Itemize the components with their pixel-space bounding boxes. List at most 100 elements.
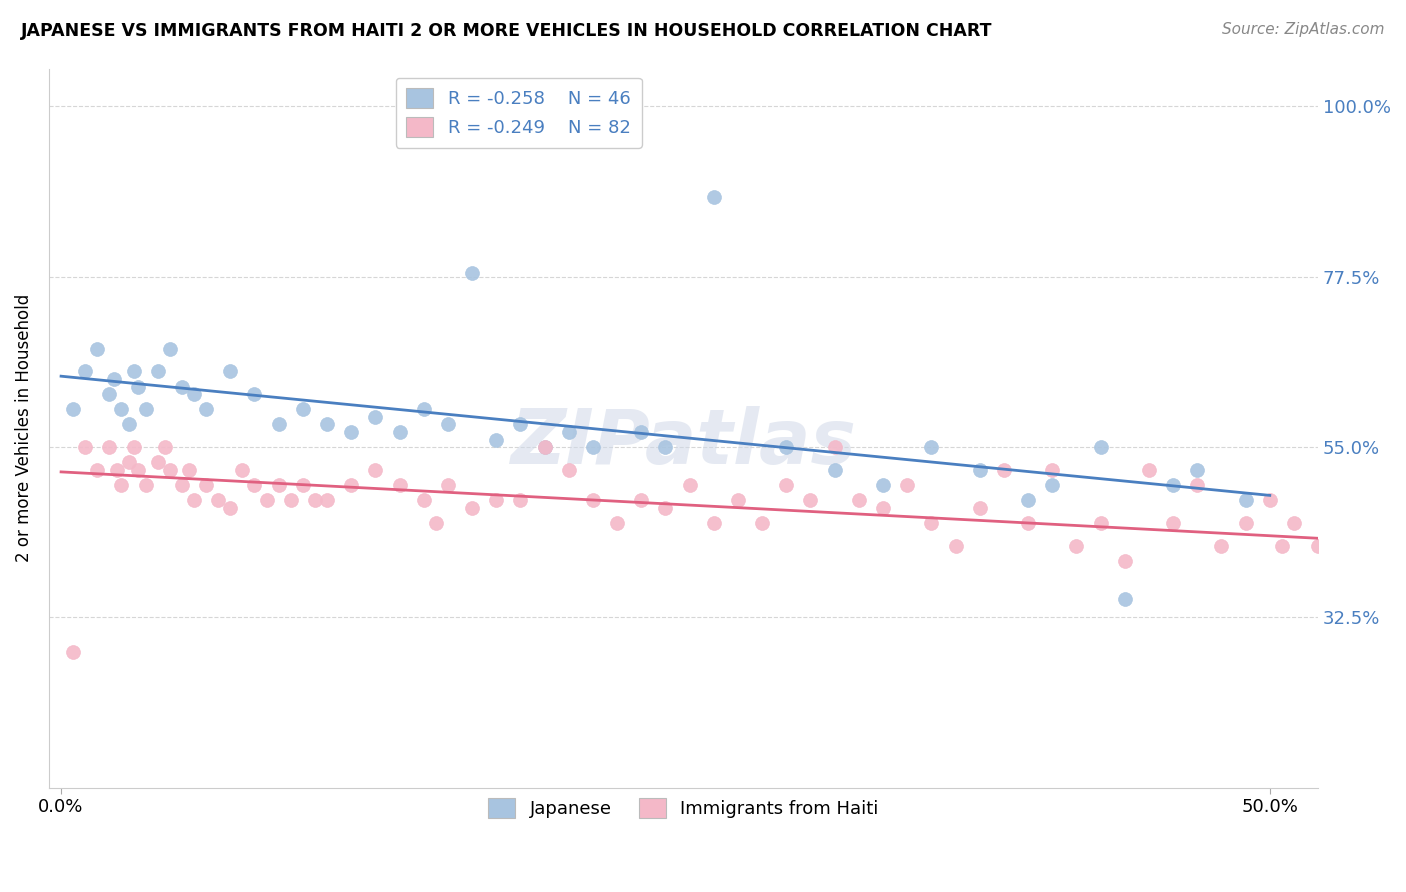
Point	[207, 493, 229, 508]
Point	[678, 478, 700, 492]
Point	[122, 440, 145, 454]
Point	[1066, 539, 1088, 553]
Point	[1187, 463, 1209, 477]
Point	[1090, 516, 1112, 530]
Point	[1271, 539, 1294, 553]
Point	[920, 440, 942, 454]
Point	[896, 478, 918, 492]
Point	[1403, 516, 1406, 530]
Point	[969, 463, 991, 477]
Point	[1379, 531, 1402, 545]
Point	[159, 342, 181, 356]
Point	[388, 425, 411, 439]
Point	[280, 493, 302, 508]
Point	[824, 440, 846, 454]
Point	[557, 463, 579, 477]
Point	[1161, 516, 1184, 530]
Legend: Japanese, Immigrants from Haiti: Japanese, Immigrants from Haiti	[481, 791, 886, 826]
Point	[1234, 493, 1257, 508]
Point	[170, 478, 193, 492]
Point	[122, 364, 145, 378]
Point	[1017, 516, 1039, 530]
Point	[62, 644, 84, 658]
Point	[135, 402, 157, 417]
Point	[437, 478, 460, 492]
Point	[1017, 493, 1039, 508]
Point	[630, 493, 652, 508]
Point	[1308, 539, 1330, 553]
Point	[1114, 591, 1136, 606]
Point	[243, 478, 266, 492]
Y-axis label: 2 or more Vehicles in Household: 2 or more Vehicles in Household	[15, 294, 32, 562]
Point	[316, 493, 339, 508]
Point	[75, 440, 97, 454]
Point	[291, 402, 314, 417]
Point	[103, 372, 125, 386]
Point	[872, 478, 894, 492]
Point	[304, 493, 326, 508]
Point	[256, 493, 278, 508]
Point	[195, 402, 218, 417]
Point	[533, 440, 555, 454]
Point	[1234, 516, 1257, 530]
Point	[509, 417, 531, 432]
Point	[105, 463, 128, 477]
Point	[703, 516, 725, 530]
Point	[146, 364, 169, 378]
Point	[993, 463, 1015, 477]
Point	[824, 463, 846, 477]
Point	[945, 539, 967, 553]
Point	[179, 463, 201, 477]
Point	[1161, 478, 1184, 492]
Point	[98, 440, 121, 454]
Point	[1258, 493, 1281, 508]
Point	[118, 455, 141, 469]
Point	[437, 417, 460, 432]
Point	[1114, 554, 1136, 568]
Text: Source: ZipAtlas.com: Source: ZipAtlas.com	[1222, 22, 1385, 37]
Point	[388, 478, 411, 492]
Point	[364, 463, 387, 477]
Point	[461, 266, 484, 280]
Point	[775, 478, 797, 492]
Point	[412, 493, 434, 508]
Point	[127, 379, 149, 393]
Point	[582, 440, 605, 454]
Point	[219, 364, 242, 378]
Point	[195, 478, 218, 492]
Point	[86, 463, 108, 477]
Point	[62, 402, 84, 417]
Point	[775, 440, 797, 454]
Point	[485, 493, 508, 508]
Point	[183, 493, 205, 508]
Point	[316, 417, 339, 432]
Point	[1040, 478, 1063, 492]
Point	[118, 417, 141, 432]
Point	[799, 493, 821, 508]
Point	[461, 500, 484, 515]
Point	[110, 402, 132, 417]
Point	[340, 425, 363, 439]
Point	[1040, 463, 1063, 477]
Point	[183, 387, 205, 401]
Point	[1090, 440, 1112, 454]
Point	[557, 425, 579, 439]
Point	[127, 463, 149, 477]
Point	[533, 440, 555, 454]
Point	[98, 387, 121, 401]
Point	[1331, 516, 1354, 530]
Point	[231, 463, 253, 477]
Point	[848, 493, 870, 508]
Point	[243, 387, 266, 401]
Point	[1282, 516, 1305, 530]
Point	[267, 478, 290, 492]
Point	[872, 500, 894, 515]
Point	[146, 455, 169, 469]
Point	[159, 463, 181, 477]
Point	[267, 417, 290, 432]
Point	[1187, 478, 1209, 492]
Point	[153, 440, 176, 454]
Point	[582, 493, 605, 508]
Point	[751, 516, 773, 530]
Point	[727, 493, 749, 508]
